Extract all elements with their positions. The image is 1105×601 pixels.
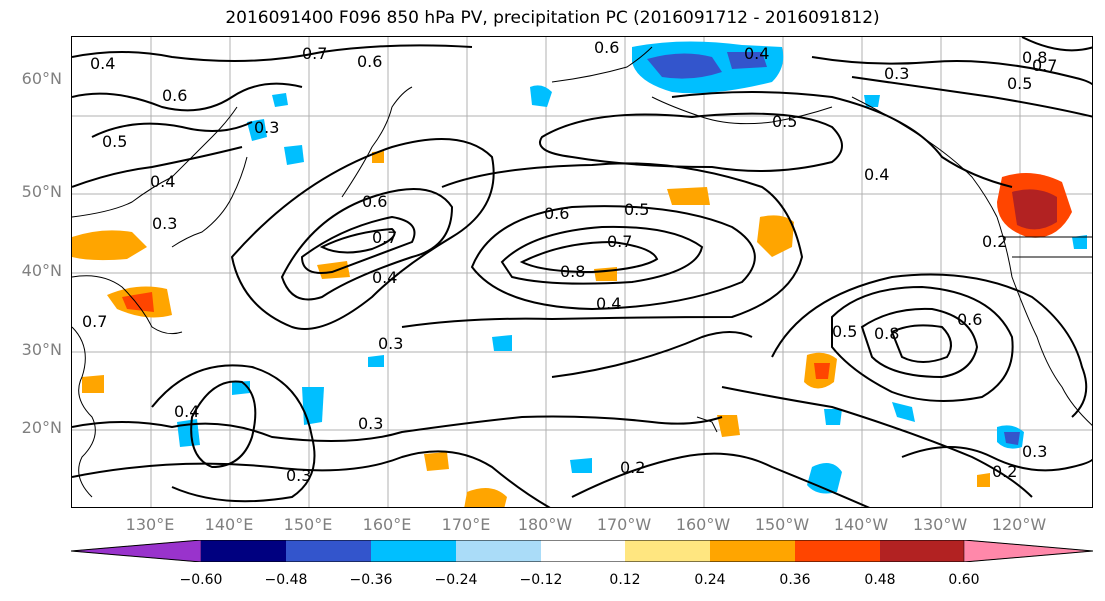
- contour-label: 0.2: [982, 232, 1007, 251]
- coastlines: [72, 46, 1092, 498]
- lat-label: 60°N: [21, 69, 62, 88]
- lat-label: 20°N: [21, 418, 62, 437]
- colorbar-tick-label: 0.24: [694, 572, 726, 588]
- colorbar-segment: [880, 540, 964, 562]
- lon-label: 140°E: [204, 515, 254, 534]
- colorbar-tick-label: −0.48: [264, 572, 308, 588]
- contour-label: 0.5: [772, 112, 797, 131]
- contour-label: 0.8: [874, 324, 899, 343]
- colorbar-segment: [201, 540, 286, 562]
- colorbar-segment: [541, 540, 625, 562]
- colorbar: [71, 540, 1093, 562]
- contour-label: 0.5: [102, 132, 127, 151]
- map-plot-area: 0.7 0.6 0.6 0.4 0.6 0.5 0.4 0.3 0.3 0.6 …: [71, 36, 1093, 508]
- contour-label: 0.4: [90, 54, 115, 73]
- colorbar-tick-label: 0.36: [779, 572, 811, 588]
- contour-label: 0.3: [254, 118, 279, 137]
- lon-label: 140°W: [833, 515, 889, 534]
- contour-label-group: 0.7 0.6 0.6 0.4 0.6 0.5 0.4 0.3 0.3 0.6 …: [82, 38, 1057, 485]
- colorbar-segment: [286, 540, 371, 562]
- lat-label: 50°N: [21, 182, 62, 201]
- contour-label: 0.4: [596, 294, 621, 313]
- contour-label: 0.8: [560, 262, 585, 281]
- lon-label: 180°W: [517, 515, 573, 534]
- lon-label: 170°E: [441, 515, 491, 534]
- contour-label: 0.6: [544, 204, 569, 223]
- colorbar-segment: [71, 540, 202, 562]
- colorbar-tick-label: −0.36: [349, 572, 393, 588]
- contour-label: 0.5: [624, 200, 649, 219]
- contour-label: 0.2: [620, 458, 645, 477]
- lon-label: 160°E: [362, 515, 412, 534]
- precip-shading: [72, 41, 1087, 507]
- contour-label: 0.3: [358, 414, 383, 433]
- colorbar-tick-label: −0.60: [179, 572, 223, 588]
- lat-label: 40°N: [21, 261, 62, 280]
- contour-label: 0.4: [744, 44, 769, 63]
- lon-label: 120°W: [991, 515, 1047, 534]
- lon-label: 160°W: [675, 515, 731, 534]
- contour-label: 0.7: [607, 232, 632, 251]
- contour-label: 0.5: [832, 322, 857, 341]
- colorbar-segment: [625, 540, 710, 562]
- contour-label: 0.6: [362, 192, 387, 211]
- contour-label: 0.4: [372, 268, 397, 287]
- colorbar-segment: [795, 540, 880, 562]
- pv-contours: [72, 37, 1092, 507]
- colorbar-tick-label: −0.24: [434, 572, 478, 588]
- lon-label: 150°W: [754, 515, 810, 534]
- lon-label: 150°E: [283, 515, 333, 534]
- contour-label: 0.3: [378, 334, 403, 353]
- contour-label: 0.3: [884, 64, 909, 83]
- contour-label: 0.5: [1007, 74, 1032, 93]
- colorbar-tick-label: 0.48: [864, 572, 896, 588]
- colorbar-tick-label: 0.60: [948, 572, 980, 588]
- contour-label: 0.6: [594, 38, 619, 57]
- contour-label: 0.4: [150, 172, 175, 191]
- contour-label: 0.3: [1022, 442, 1047, 461]
- contour-label: 0.7: [372, 228, 397, 247]
- contour-label: 0.2: [992, 462, 1017, 481]
- colorbar-tick-label: −0.12: [519, 572, 563, 588]
- colorbar-segment: [456, 540, 541, 562]
- contour-label: 0.3: [152, 214, 177, 233]
- contour-label: 0.6: [357, 52, 382, 71]
- contour-label: 0.4: [864, 165, 889, 184]
- lat-label: 30°N: [21, 340, 62, 359]
- contour-label: 0.8: [1022, 48, 1047, 67]
- contour-label: 0.7: [1032, 56, 1057, 75]
- contour-label: 0.6: [162, 86, 187, 105]
- lon-label: 130°W: [912, 515, 968, 534]
- colorbar-segment: [710, 540, 795, 562]
- contour-label: 0.6: [957, 310, 982, 329]
- contour-label: 0.3: [286, 466, 311, 485]
- chart-title: 2016091400 F096 850 hPa PV, precipitatio…: [225, 8, 880, 28]
- contour-label: 0.7: [302, 44, 327, 63]
- lon-label: 170°W: [596, 515, 652, 534]
- lon-label: 130°E: [125, 515, 175, 534]
- colorbar-tick-label: 0.12: [609, 572, 641, 588]
- map-canvas: 0.7 0.6 0.6 0.4 0.6 0.5 0.4 0.3 0.3 0.6 …: [72, 37, 1092, 507]
- colorbar-segment: [963, 540, 1093, 562]
- colorbar-segment: [371, 540, 456, 562]
- contour-label: 0.7: [82, 312, 107, 331]
- contour-label: 0.4: [174, 402, 199, 421]
